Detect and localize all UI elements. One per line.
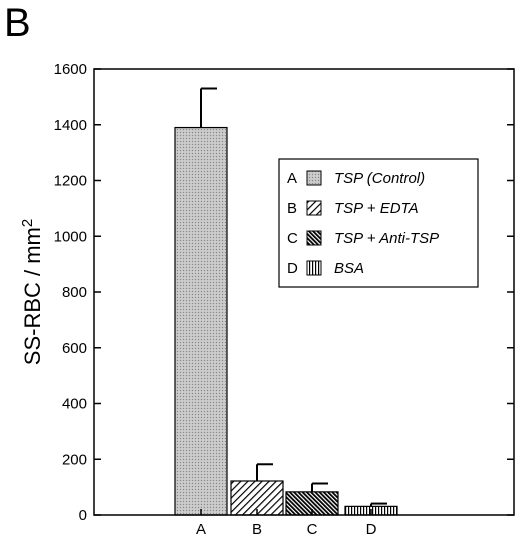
legend-swatch [306, 200, 322, 216]
legend-swatch [306, 170, 322, 186]
legend-letter: C [287, 230, 298, 247]
y-tick-label: 1600 [54, 61, 87, 78]
panel-label: B [4, 1, 31, 45]
plot-frame [93, 68, 515, 516]
legend-label: TSP (Control) [334, 170, 425, 187]
legend-swatch [306, 260, 322, 276]
y-tick-label: 0 [79, 507, 87, 524]
legend-letter: A [287, 170, 297, 187]
legend-label: TSP + EDTA [334, 200, 419, 217]
y-tick-label: 1200 [54, 173, 87, 190]
x-tick-label: B [252, 521, 262, 538]
legend-label: TSP + Anti-TSP [334, 230, 439, 247]
y-tick-label: 800 [62, 284, 87, 301]
y-tick-label: 200 [62, 451, 87, 468]
y-axis-label: SS-RBC / mm2 [19, 219, 45, 365]
y-tick-label: 400 [62, 396, 87, 413]
x-tick-label: A [196, 521, 206, 538]
legend-swatch [306, 230, 322, 246]
y-tick-label: 1000 [54, 228, 87, 245]
legend-letter: D [287, 260, 298, 277]
x-tick-label: C [307, 521, 318, 538]
bar-A [174, 126, 228, 516]
legend-label: BSA [334, 260, 364, 277]
y-tick-label: 1400 [54, 117, 87, 134]
x-tick-label: D [366, 521, 377, 538]
y-tick-label: 600 [62, 340, 87, 357]
legend-letter: B [287, 200, 297, 217]
